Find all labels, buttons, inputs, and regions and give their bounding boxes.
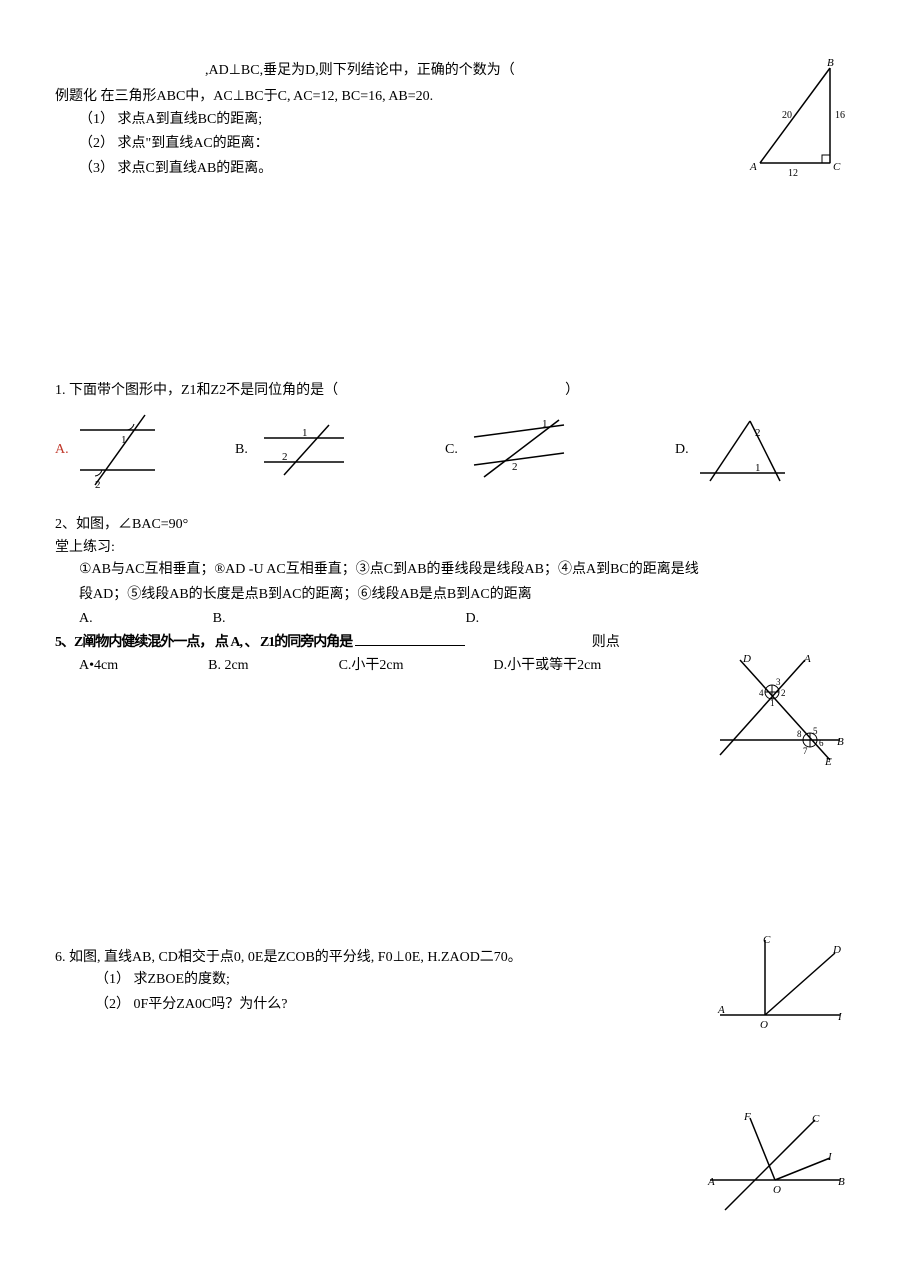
svg-text:C: C	[833, 161, 841, 173]
option-d-label: D.	[675, 439, 689, 461]
svg-text:2: 2	[755, 427, 761, 439]
svg-text:2: 2	[781, 688, 786, 698]
svg-text:2: 2	[512, 461, 518, 473]
svg-text:1: 1	[302, 427, 308, 439]
q2-choices: A. B. D.	[55, 608, 865, 630]
svg-text:A: A	[803, 653, 811, 665]
svg-text:B: B	[837, 736, 844, 748]
option-b: B. 1 2	[235, 420, 435, 480]
option-b-label: B.	[235, 439, 248, 461]
svg-text:1: 1	[542, 418, 548, 430]
svg-text:D: D	[832, 944, 841, 956]
q2-d: D.	[465, 608, 479, 630]
q5-b: B. 2cm	[208, 655, 248, 677]
svg-text:12: 12	[788, 168, 798, 178]
svg-text:C: C	[812, 1113, 820, 1125]
q2-text: 2、如图，∠BAC=90°	[55, 514, 865, 536]
option-c-label: C.	[445, 439, 458, 461]
svg-text:C: C	[763, 935, 771, 946]
option-d: D. 2 1	[675, 413, 790, 488]
svg-text:1: 1	[770, 698, 775, 708]
q5-c: C.小干2cm	[339, 655, 404, 677]
stmt-line-2: 段AD；⑤线段AB的长度是点B到AC的距离；⑥线段AB是点B到AC的距离	[55, 584, 865, 606]
svg-text:3: 3	[776, 677, 781, 687]
svg-text:1: 1	[755, 462, 761, 474]
q2-b: B.	[213, 608, 226, 630]
q5-d: D.小干或等干2cm	[494, 655, 602, 677]
angles-figure: D A B E 3 2 1 4 5 6 7 8	[710, 650, 850, 770]
practice-title: 堂上练习:	[55, 537, 865, 559]
svg-text:2: 2	[95, 479, 101, 490]
svg-text:5: 5	[813, 726, 818, 736]
option-c-icon: 1 2	[464, 415, 584, 485]
svg-text:I: I	[827, 1151, 833, 1163]
svg-text:7: 7	[803, 746, 808, 756]
svg-text:O: O	[760, 1019, 768, 1030]
svg-text:16: 16	[835, 110, 845, 121]
svg-text:8: 8	[797, 729, 802, 739]
svg-text:1: 1	[121, 434, 127, 446]
star-figure: A B C F I O	[700, 1110, 850, 1220]
svg-text:20: 20	[782, 110, 792, 121]
q1-options: A. 1 2 B. 1 2 C. 1 2 D.	[55, 410, 865, 490]
svg-text:A: A	[717, 1004, 725, 1016]
option-a-icon: 1 2	[75, 410, 175, 490]
svg-text:F: F	[743, 1111, 751, 1123]
triangle-figure: A B C 20 16 12	[740, 58, 850, 178]
svg-text:6: 6	[819, 738, 824, 748]
q1-text: 1. 下面带个图形中，Z1和Z2不是同位角的是（ ）	[55, 380, 865, 402]
option-d-icon: 2 1	[695, 413, 790, 488]
svg-text:A: A	[749, 161, 757, 173]
option-b-icon: 1 2	[254, 420, 364, 480]
svg-text:B: B	[827, 58, 834, 69]
option-c: C. 1 2	[445, 415, 665, 485]
svg-text:E: E	[824, 756, 832, 768]
q5-a: A•4cm	[79, 655, 118, 677]
option-a-label: A.	[55, 439, 69, 461]
svg-text:O: O	[773, 1184, 781, 1196]
svg-text:A: A	[707, 1176, 715, 1188]
option-a: A. 1 2	[55, 410, 225, 490]
svg-text:I: I	[837, 1011, 843, 1023]
rays-figure: C D A I O	[710, 935, 850, 1030]
svg-text:4: 4	[759, 688, 764, 698]
stmt-line-1: ①AB与AC互相垂直；®AD -U AC互相垂直；③点C到AB的垂线段是线段AB…	[55, 559, 865, 581]
svg-text:D: D	[742, 653, 751, 665]
svg-text:2: 2	[282, 451, 288, 463]
svg-text:B: B	[838, 1176, 845, 1188]
q2-a: A.	[79, 608, 93, 630]
